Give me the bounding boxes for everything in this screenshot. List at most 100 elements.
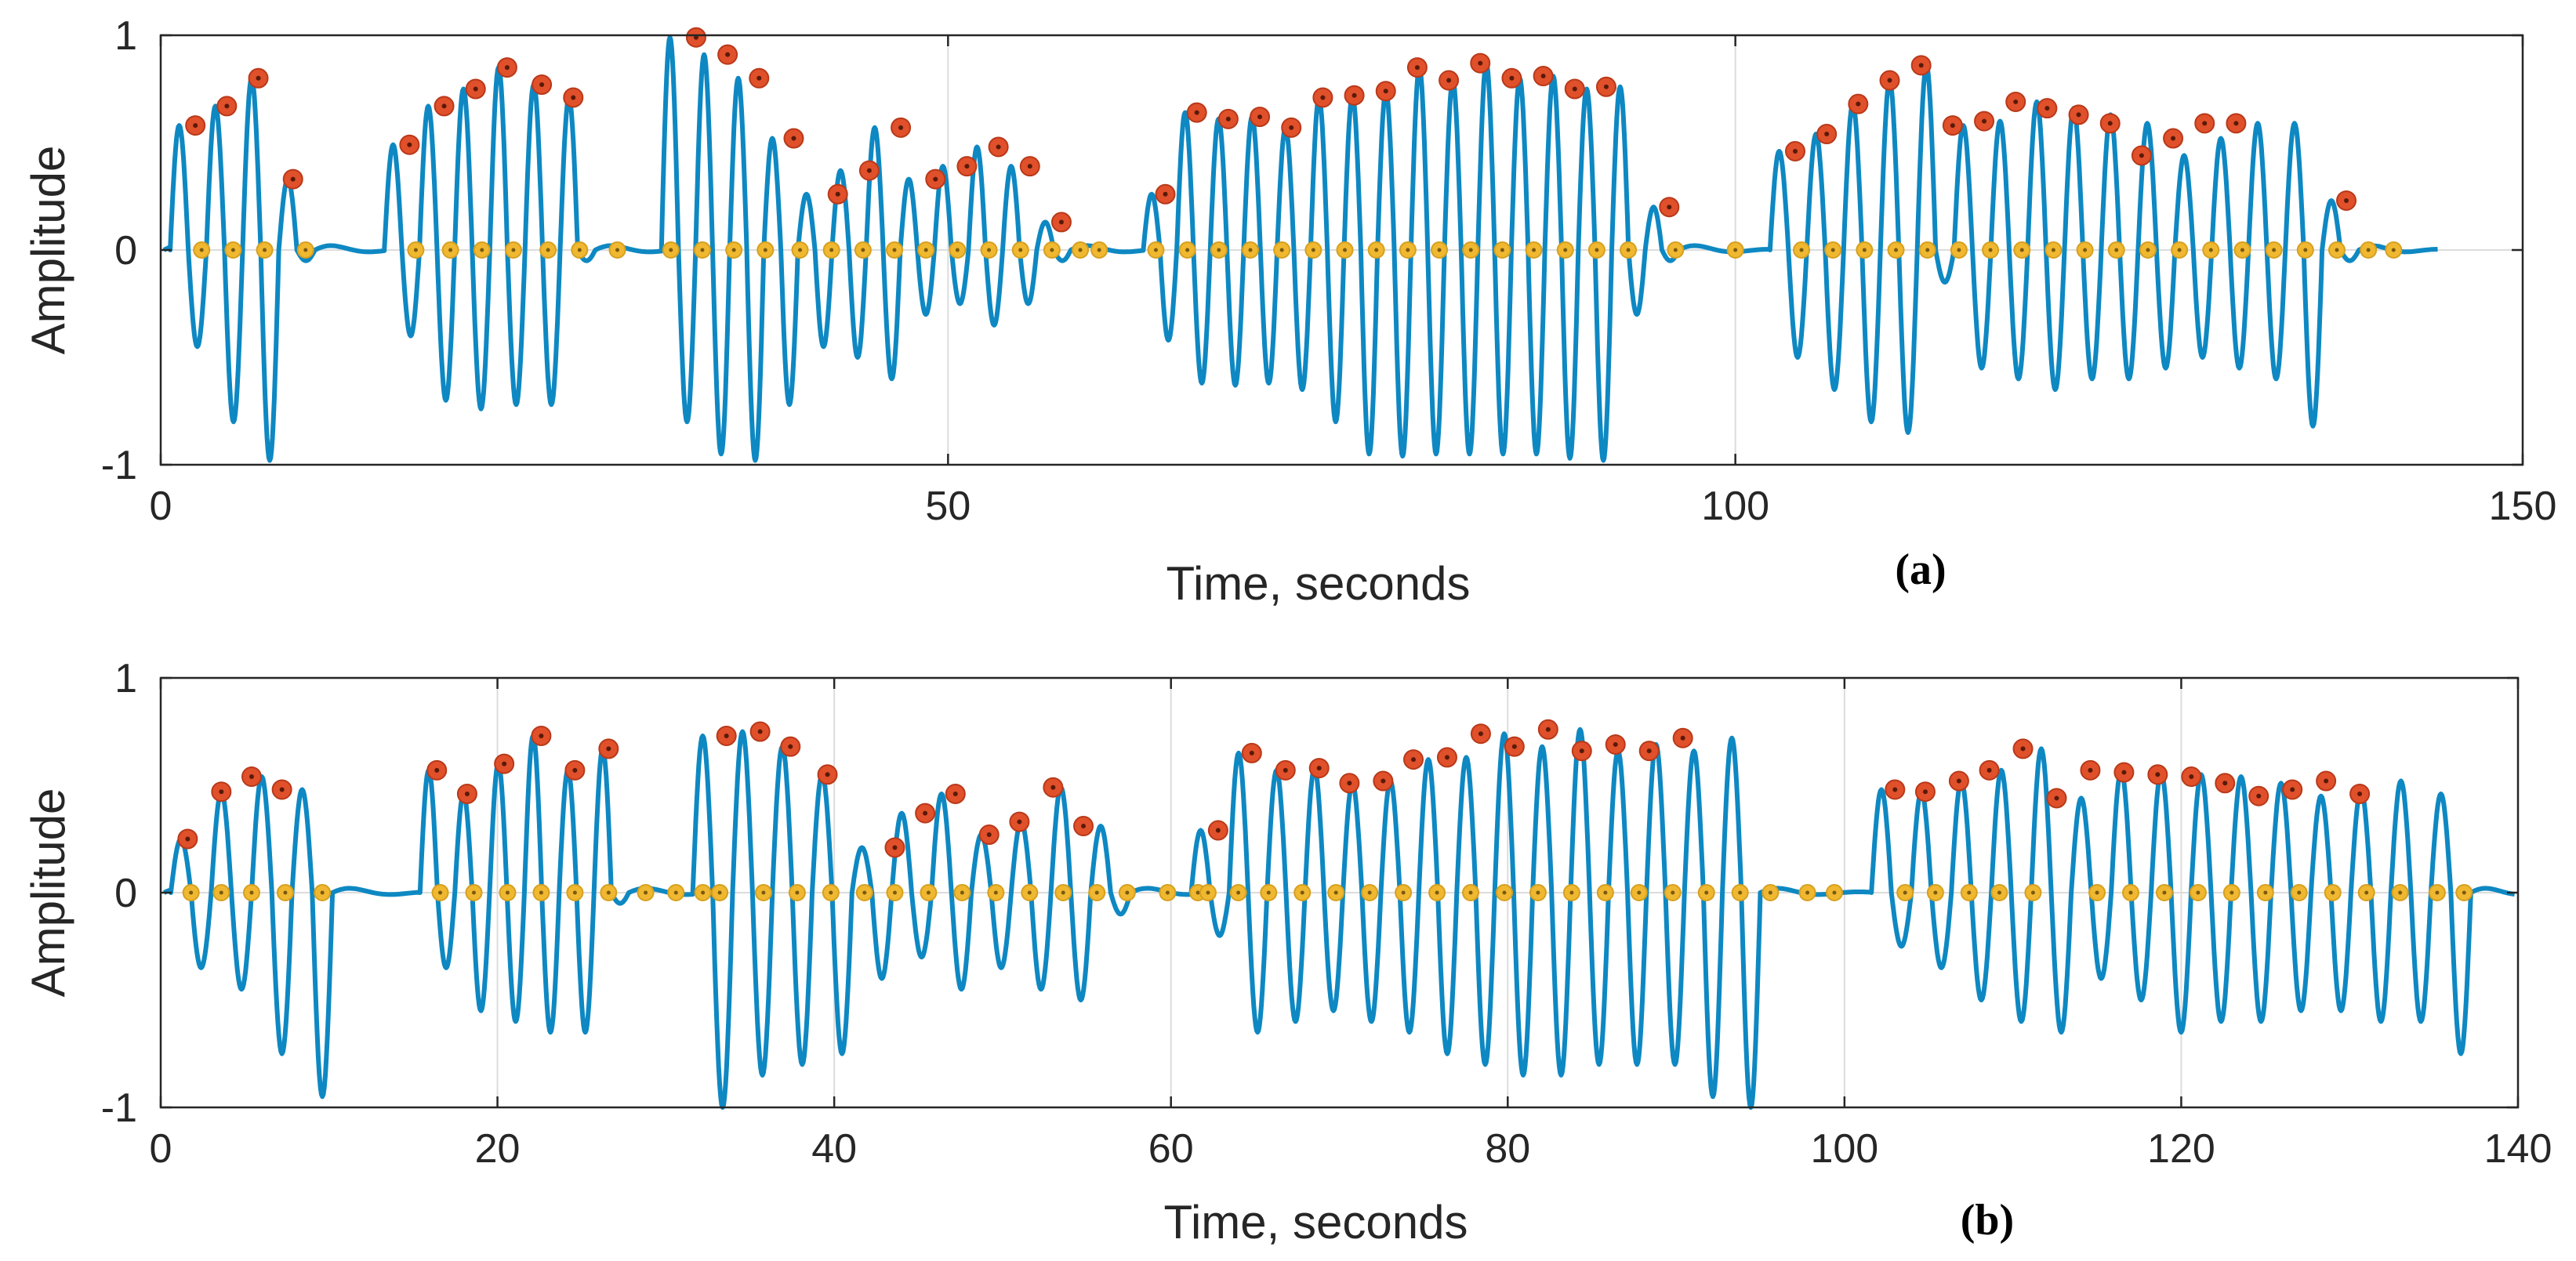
zero-crossing-marker-center — [539, 890, 543, 895]
zero-crossing-marker-center — [673, 890, 678, 895]
peak-marker-center — [1257, 114, 1263, 120]
zero-crossing-marker-center — [2030, 890, 2035, 895]
zero-crossing-marker-center — [1236, 890, 1241, 895]
zero-crossing-marker-center — [1862, 248, 1867, 252]
zero-crossing-marker-center — [1374, 248, 1379, 252]
peak-marker-center — [1613, 741, 1618, 747]
zero-crossing-marker-center — [320, 890, 325, 895]
zero-crossing-marker-center — [2019, 248, 2024, 252]
zero-crossing-marker-center — [615, 248, 620, 252]
zero-crossing-marker-center — [199, 248, 204, 252]
zero-crossing-marker-center — [1018, 248, 1023, 252]
zero-crossing-marker-center — [2128, 890, 2133, 895]
zero-crossing-marker-center — [1437, 248, 1442, 252]
zero-crossing-marker-center — [1894, 248, 1899, 252]
zero-crossing-marker-center — [717, 890, 722, 895]
peak-marker-center — [1283, 767, 1288, 773]
x-tick-label: 40 — [811, 1126, 857, 1172]
panel-label: (b) — [1961, 1196, 2014, 1245]
peak-marker-center — [2054, 795, 2059, 801]
zero-crossing-marker-center — [795, 890, 800, 895]
zero-crossing-marker-center — [249, 890, 254, 895]
zero-crossing-marker-center — [2398, 890, 2403, 895]
zero-crossing-marker-center — [2435, 890, 2440, 895]
zero-crossing-marker-center — [1671, 890, 1675, 895]
zero-crossing-marker-center — [1195, 890, 1200, 895]
peak-marker-center — [539, 733, 544, 738]
zero-crossing-marker-center — [1799, 248, 1804, 252]
x-tick-label: 0 — [150, 1126, 172, 1172]
zero-crossing-marker-center — [2230, 890, 2234, 895]
peak-marker-center — [290, 176, 296, 182]
zero-crossing-marker-center — [861, 248, 865, 252]
zero-crossing-marker-center — [2335, 248, 2339, 252]
peak-marker-center — [724, 733, 729, 738]
peak-marker-center — [1017, 819, 1022, 824]
zero-crossing-marker-center — [987, 248, 992, 252]
zero-crossing-marker-center — [1500, 248, 1504, 252]
zero-crossing-marker-center — [263, 248, 267, 252]
zero-crossing-marker-center — [1125, 890, 1130, 895]
peak-marker-center — [892, 845, 898, 850]
peak-marker-center — [1986, 767, 1992, 773]
zero-crossing-marker-center — [761, 890, 766, 895]
zero-crossing-marker-center — [798, 248, 803, 252]
zero-crossing-marker-center — [2364, 890, 2369, 895]
zero-crossing-marker-center — [2462, 890, 2466, 895]
peak-marker-center — [2202, 121, 2208, 126]
zero-crossing-marker-center — [413, 248, 418, 252]
zero-crossing-marker-center — [2366, 248, 2371, 252]
zero-crossing-marker-center — [669, 248, 673, 252]
zero-crossing-marker-center — [1988, 248, 1993, 252]
zero-crossing-marker-center — [1468, 248, 1473, 252]
zero-crossing-marker-center — [1027, 890, 1032, 895]
zero-crossing-marker-center — [923, 248, 928, 252]
peak-marker-center — [2139, 153, 2144, 158]
zero-crossing-marker-center — [2331, 890, 2335, 895]
zero-crossing-marker-center — [303, 248, 308, 252]
peak-marker-center — [502, 761, 507, 766]
zero-crossing-marker-center — [892, 248, 897, 252]
peak-marker-center — [407, 142, 412, 147]
peak-marker-center — [1892, 787, 1898, 792]
zero-crossing-marker-center — [546, 248, 550, 252]
peak-marker-center — [964, 164, 970, 169]
zero-crossing-marker-center — [701, 890, 706, 895]
peak-marker-center — [1540, 74, 1546, 79]
peak-marker-center — [2324, 778, 2329, 784]
zero-crossing-marker-center — [1903, 890, 1907, 895]
x-tick-label: 140 — [2484, 1126, 2552, 1172]
peak-marker-center — [1381, 778, 1386, 784]
x-tick-label: 100 — [1701, 484, 1769, 529]
zero-crossing-marker-center — [2263, 890, 2268, 895]
zero-crossing-marker-center — [700, 248, 705, 252]
x-tick-label: 120 — [2147, 1126, 2215, 1172]
peak-marker-center — [1918, 63, 1924, 68]
zero-crossing-marker-center — [1343, 248, 1348, 252]
zero-crossing-marker-center — [606, 890, 611, 895]
x-tick-label: 100 — [1810, 1126, 1878, 1172]
y-tick-label: 0 — [114, 871, 137, 916]
peak-marker-center — [1414, 65, 1420, 71]
zero-crossing-marker-center — [572, 890, 577, 895]
peak-marker-center — [1603, 84, 1609, 89]
peak-marker-center — [1411, 757, 1417, 763]
peak-marker-center — [572, 767, 578, 773]
peak-marker-center — [1446, 78, 1452, 83]
y-axis-label: Amplitude — [22, 146, 74, 355]
zero-crossing-marker-center — [1502, 890, 1507, 895]
peak-marker-center — [2233, 121, 2239, 126]
y-axis-label: Amplitude — [22, 788, 74, 998]
peak-marker-center — [1950, 123, 1955, 129]
zero-crossing-marker-center — [1532, 248, 1537, 252]
peak-marker-center — [1667, 205, 1672, 210]
peak-marker-center — [2171, 136, 2176, 141]
peak-marker-center — [193, 123, 198, 129]
y-tick-label: -1 — [101, 443, 137, 488]
peak-marker-center — [1249, 750, 1254, 756]
zero-crossing-marker-center — [1536, 890, 1540, 895]
peak-marker-center — [256, 75, 261, 81]
peak-marker-center — [898, 125, 904, 130]
zero-crossing-marker-center — [1153, 248, 1158, 252]
peak-marker-center — [473, 86, 478, 92]
